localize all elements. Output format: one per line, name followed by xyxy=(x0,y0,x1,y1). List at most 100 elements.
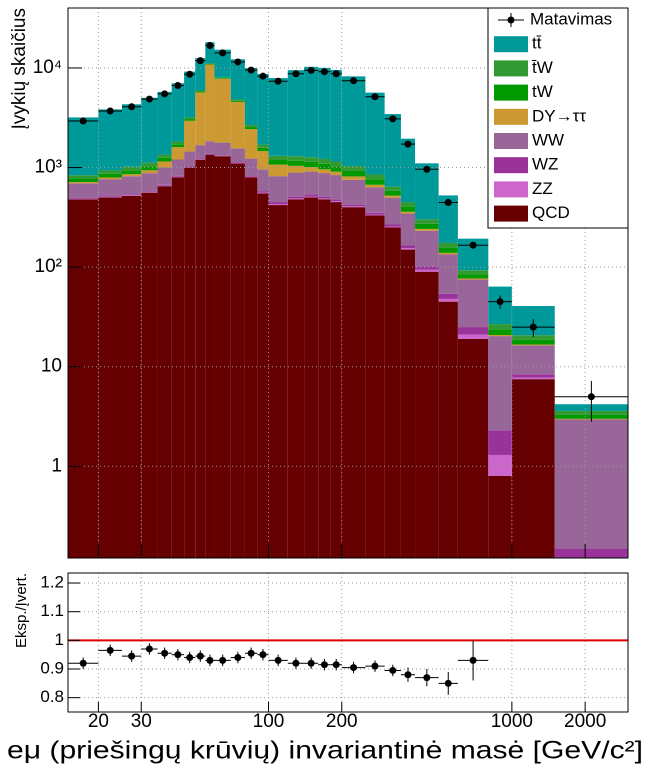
histogram-segment xyxy=(415,230,439,267)
x-tick-label: 100 xyxy=(253,711,285,732)
histogram-segment xyxy=(287,196,305,199)
histogram-segment xyxy=(205,141,215,154)
histogram-segment xyxy=(438,247,458,253)
histogram-segment xyxy=(205,63,215,64)
data-point xyxy=(389,115,397,123)
histogram-segment xyxy=(365,214,385,216)
data-point xyxy=(234,58,242,66)
histogram-segment xyxy=(184,167,196,558)
data-point xyxy=(320,68,328,76)
histogram-segment xyxy=(365,184,385,188)
histogram-segment xyxy=(171,83,185,142)
histogram-segment xyxy=(457,270,489,275)
histogram-segment xyxy=(511,345,555,375)
legend-label: WZ xyxy=(532,155,558,174)
ratio-point xyxy=(350,664,358,672)
histogram-segment xyxy=(384,197,401,225)
histogram-segment xyxy=(318,158,331,164)
legend-swatch xyxy=(494,84,528,101)
histogram-segment xyxy=(205,153,215,155)
histogram-segment xyxy=(400,249,416,558)
histogram-segment xyxy=(511,377,555,380)
histogram-segment xyxy=(244,68,258,126)
histogram-segment xyxy=(184,120,196,152)
data-point xyxy=(196,57,204,65)
histogram-segment xyxy=(230,148,245,163)
histogram-segment xyxy=(268,204,288,206)
histogram-segment xyxy=(287,198,305,200)
histogram-segment xyxy=(157,154,172,158)
histogram-segment xyxy=(415,271,439,558)
histogram-segment xyxy=(195,159,206,558)
histogram-segment xyxy=(384,224,401,227)
ratio-point xyxy=(106,646,114,654)
data-point xyxy=(496,298,504,306)
histogram-segment xyxy=(98,179,122,197)
data-point xyxy=(161,90,169,98)
histogram-segment xyxy=(268,202,288,205)
histogram-segment xyxy=(257,73,269,145)
histogram-segment xyxy=(304,157,319,162)
histogram-segment xyxy=(157,161,172,168)
data-point xyxy=(469,241,477,249)
histogram-segment xyxy=(121,170,142,175)
ratio-point xyxy=(145,645,153,653)
histogram-segment xyxy=(438,293,458,299)
histogram-segment xyxy=(195,92,206,146)
histogram-segment xyxy=(341,207,366,558)
histogram-segment xyxy=(330,202,342,558)
y-tick-label: 1 xyxy=(55,630,64,649)
histogram-segment xyxy=(400,211,416,214)
histogram-segment xyxy=(121,195,142,559)
histogram-segment xyxy=(184,119,196,121)
legend-swatch xyxy=(494,108,528,125)
histogram-segment xyxy=(287,199,305,558)
ratio-point xyxy=(423,674,431,682)
data-point xyxy=(404,140,412,148)
histogram-segment xyxy=(318,196,331,199)
histogram-segment xyxy=(184,71,196,118)
y-tick-label: 1.1 xyxy=(40,601,64,620)
histogram-segment xyxy=(230,101,245,149)
histogram-segment xyxy=(438,301,458,558)
histogram-segment xyxy=(287,165,305,173)
histogram-segment xyxy=(268,155,288,161)
data-point xyxy=(423,165,431,173)
histogram-segment xyxy=(304,197,319,558)
histogram-segment xyxy=(244,177,258,559)
ratio-point xyxy=(404,671,412,679)
legend-marker xyxy=(507,16,515,24)
legend-swatch xyxy=(494,205,528,222)
x-tick-label: 2000 xyxy=(564,711,606,732)
ratio-point xyxy=(389,666,397,674)
histogram-segment xyxy=(121,104,142,167)
histogram-segment xyxy=(214,49,231,78)
histogram-segment xyxy=(171,159,185,176)
ratio-point xyxy=(469,656,477,664)
histogram-segment xyxy=(214,78,231,143)
ratio-point xyxy=(219,656,227,664)
data-point xyxy=(529,323,537,331)
ratio-point xyxy=(234,654,242,662)
histogram-segment xyxy=(195,58,206,91)
histogram-segment xyxy=(98,197,122,558)
histogram-segment xyxy=(157,186,172,558)
x-tick-label: 200 xyxy=(326,711,358,732)
histogram-segment xyxy=(365,187,385,213)
histogram-segment xyxy=(457,338,489,558)
histogram-segment xyxy=(184,166,196,168)
ratio-point xyxy=(371,662,379,670)
ratio-y-axis-label: Eksp./Įvert. xyxy=(13,573,30,648)
histogram-segment xyxy=(365,179,385,185)
histogram-segment xyxy=(341,76,366,167)
histogram-segment xyxy=(287,156,305,161)
plot-frame xyxy=(67,572,629,713)
histogram-segment xyxy=(384,114,401,187)
histogram-segment xyxy=(488,329,512,336)
histogram-segment xyxy=(488,454,512,476)
data-point xyxy=(174,81,182,89)
histogram-segment xyxy=(244,127,258,130)
histogram-segment xyxy=(511,344,555,346)
histogram-segment xyxy=(68,197,99,199)
